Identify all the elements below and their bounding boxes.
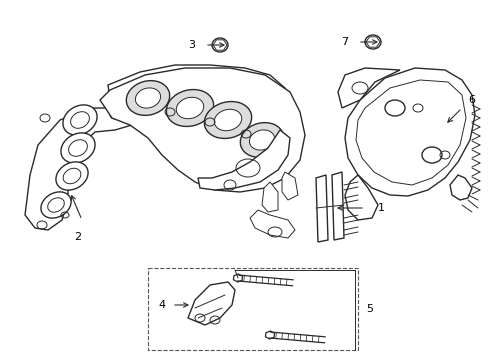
Polygon shape (365, 37, 379, 47)
Polygon shape (331, 172, 343, 240)
Text: 5: 5 (365, 304, 372, 314)
Polygon shape (108, 65, 289, 112)
Ellipse shape (48, 198, 64, 212)
Polygon shape (25, 108, 132, 230)
Ellipse shape (63, 168, 81, 184)
Polygon shape (265, 331, 274, 339)
Polygon shape (213, 40, 226, 50)
Polygon shape (337, 68, 399, 108)
Ellipse shape (135, 88, 160, 108)
Polygon shape (262, 182, 278, 212)
Polygon shape (449, 175, 471, 200)
Text: 3: 3 (188, 40, 195, 50)
Polygon shape (198, 130, 289, 190)
Text: 7: 7 (341, 37, 348, 47)
Ellipse shape (204, 102, 251, 139)
Polygon shape (233, 274, 242, 282)
Ellipse shape (214, 109, 241, 131)
Ellipse shape (56, 162, 88, 190)
Ellipse shape (63, 105, 97, 135)
Polygon shape (315, 175, 327, 242)
Polygon shape (249, 210, 294, 238)
Ellipse shape (240, 123, 283, 157)
Ellipse shape (176, 97, 203, 119)
Bar (148, 268, 357, 350)
Ellipse shape (61, 133, 95, 163)
Ellipse shape (68, 140, 87, 156)
Ellipse shape (126, 81, 169, 115)
Polygon shape (345, 175, 377, 220)
Polygon shape (282, 172, 297, 200)
Polygon shape (100, 68, 305, 192)
Ellipse shape (249, 130, 274, 150)
Text: 1: 1 (377, 203, 384, 213)
Ellipse shape (166, 90, 213, 126)
Text: 4: 4 (158, 300, 165, 310)
Text: 2: 2 (74, 232, 81, 242)
Text: 6: 6 (467, 95, 474, 105)
Ellipse shape (70, 112, 89, 128)
Polygon shape (345, 68, 474, 196)
Ellipse shape (41, 192, 71, 218)
Polygon shape (187, 282, 235, 325)
